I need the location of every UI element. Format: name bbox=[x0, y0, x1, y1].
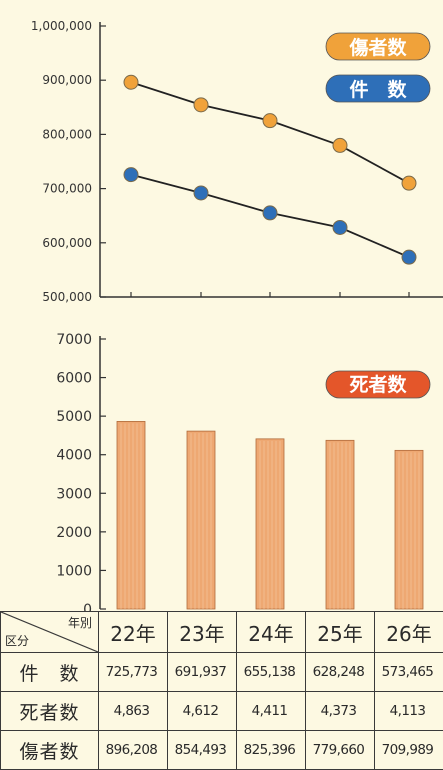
y-tick-label: 500,000 bbox=[42, 290, 92, 304]
table-cell: 4,113 bbox=[375, 692, 443, 731]
y-tick-label: 600,000 bbox=[42, 236, 92, 250]
table-year-header: 25年 bbox=[306, 612, 375, 653]
table-corner-cell: 年別 区分 bbox=[1, 612, 99, 653]
line-chart: 500,000 600,000 700,000 800,000 900,000 1,000… bbox=[31, 19, 443, 304]
y-tick-label: 700,000 bbox=[42, 182, 92, 196]
table-row-accidents: 件 数 725,773 691,937 655,138 628,248 573,… bbox=[1, 653, 443, 692]
row-label: 傷者数 bbox=[1, 731, 99, 770]
y-tick-label: 1000 bbox=[56, 563, 92, 579]
table-cell: 655,138 bbox=[237, 653, 306, 692]
data-point bbox=[402, 250, 416, 264]
y-tick-label: 6000 bbox=[56, 371, 92, 387]
table-cell: 709,989 bbox=[375, 731, 443, 770]
table-cell: 854,493 bbox=[168, 731, 237, 770]
data-point bbox=[263, 114, 277, 128]
legend-label: 死者数 bbox=[349, 373, 407, 396]
data-point bbox=[124, 168, 138, 182]
table-row-injuries: 傷者数 896,208 854,493 825,396 779,660 709,… bbox=[1, 731, 443, 770]
y-tick-label: 5000 bbox=[56, 409, 92, 425]
table-year-header: 24年 bbox=[237, 612, 306, 653]
data-point bbox=[333, 138, 347, 152]
corner-label-category: 区分 bbox=[5, 632, 29, 649]
table-cell: 4,863 bbox=[99, 692, 168, 731]
charts-area: 500,000 600,000 700,000 800,000 900,000 1,000… bbox=[0, 0, 443, 611]
table-cell: 825,396 bbox=[237, 731, 306, 770]
row-label: 件 数 bbox=[1, 653, 99, 692]
y-tick-label: 7000 bbox=[56, 332, 92, 348]
bar-chart: 0 1000 2000 3000 4000 5000 6000 7000 死者数 bbox=[56, 332, 430, 611]
legend-label: 傷者数 bbox=[348, 36, 407, 59]
data-point bbox=[402, 176, 416, 190]
y-tick-label: 900,000 bbox=[42, 73, 92, 87]
y-tick-label: 2000 bbox=[56, 525, 92, 541]
table-year-header: 26年 bbox=[375, 612, 443, 653]
data-table: 年別 区分 22年 23年 24年 25年 26年 件 数 725,773 69… bbox=[0, 611, 443, 770]
table-cell: 4,612 bbox=[168, 692, 237, 731]
table-row-deaths: 死者数 4,863 4,612 4,411 4,373 4,113 bbox=[1, 692, 443, 731]
data-point bbox=[194, 186, 208, 200]
legend-label: 件 数 bbox=[349, 78, 407, 101]
data-point bbox=[333, 220, 347, 234]
data-point bbox=[194, 98, 208, 112]
table-cell: 4,373 bbox=[306, 692, 375, 731]
row-label: 死者数 bbox=[1, 692, 99, 731]
table-cell: 725,773 bbox=[99, 653, 168, 692]
table-cell: 4,411 bbox=[237, 692, 306, 731]
table-cell: 691,937 bbox=[168, 653, 237, 692]
table-year-header: 22年 bbox=[99, 612, 168, 653]
table-year-header: 23年 bbox=[168, 612, 237, 653]
table-header-row: 年別 区分 22年 23年 24年 25年 26年 bbox=[1, 612, 443, 653]
table-cell: 779,660 bbox=[306, 731, 375, 770]
data-point bbox=[124, 75, 138, 89]
y-tick-label: 3000 bbox=[56, 486, 92, 502]
y-tick-label: 800,000 bbox=[42, 127, 92, 141]
table-cell: 896,208 bbox=[99, 731, 168, 770]
y-tick-label: 4000 bbox=[56, 448, 92, 464]
y-tick-label: 1,000,000 bbox=[31, 19, 92, 33]
table-cell: 628,248 bbox=[306, 653, 375, 692]
y-tick-label: 0 bbox=[83, 602, 92, 611]
data-point bbox=[263, 206, 277, 220]
table-cell: 573,465 bbox=[375, 653, 443, 692]
corner-label-year: 年別 bbox=[68, 614, 92, 631]
